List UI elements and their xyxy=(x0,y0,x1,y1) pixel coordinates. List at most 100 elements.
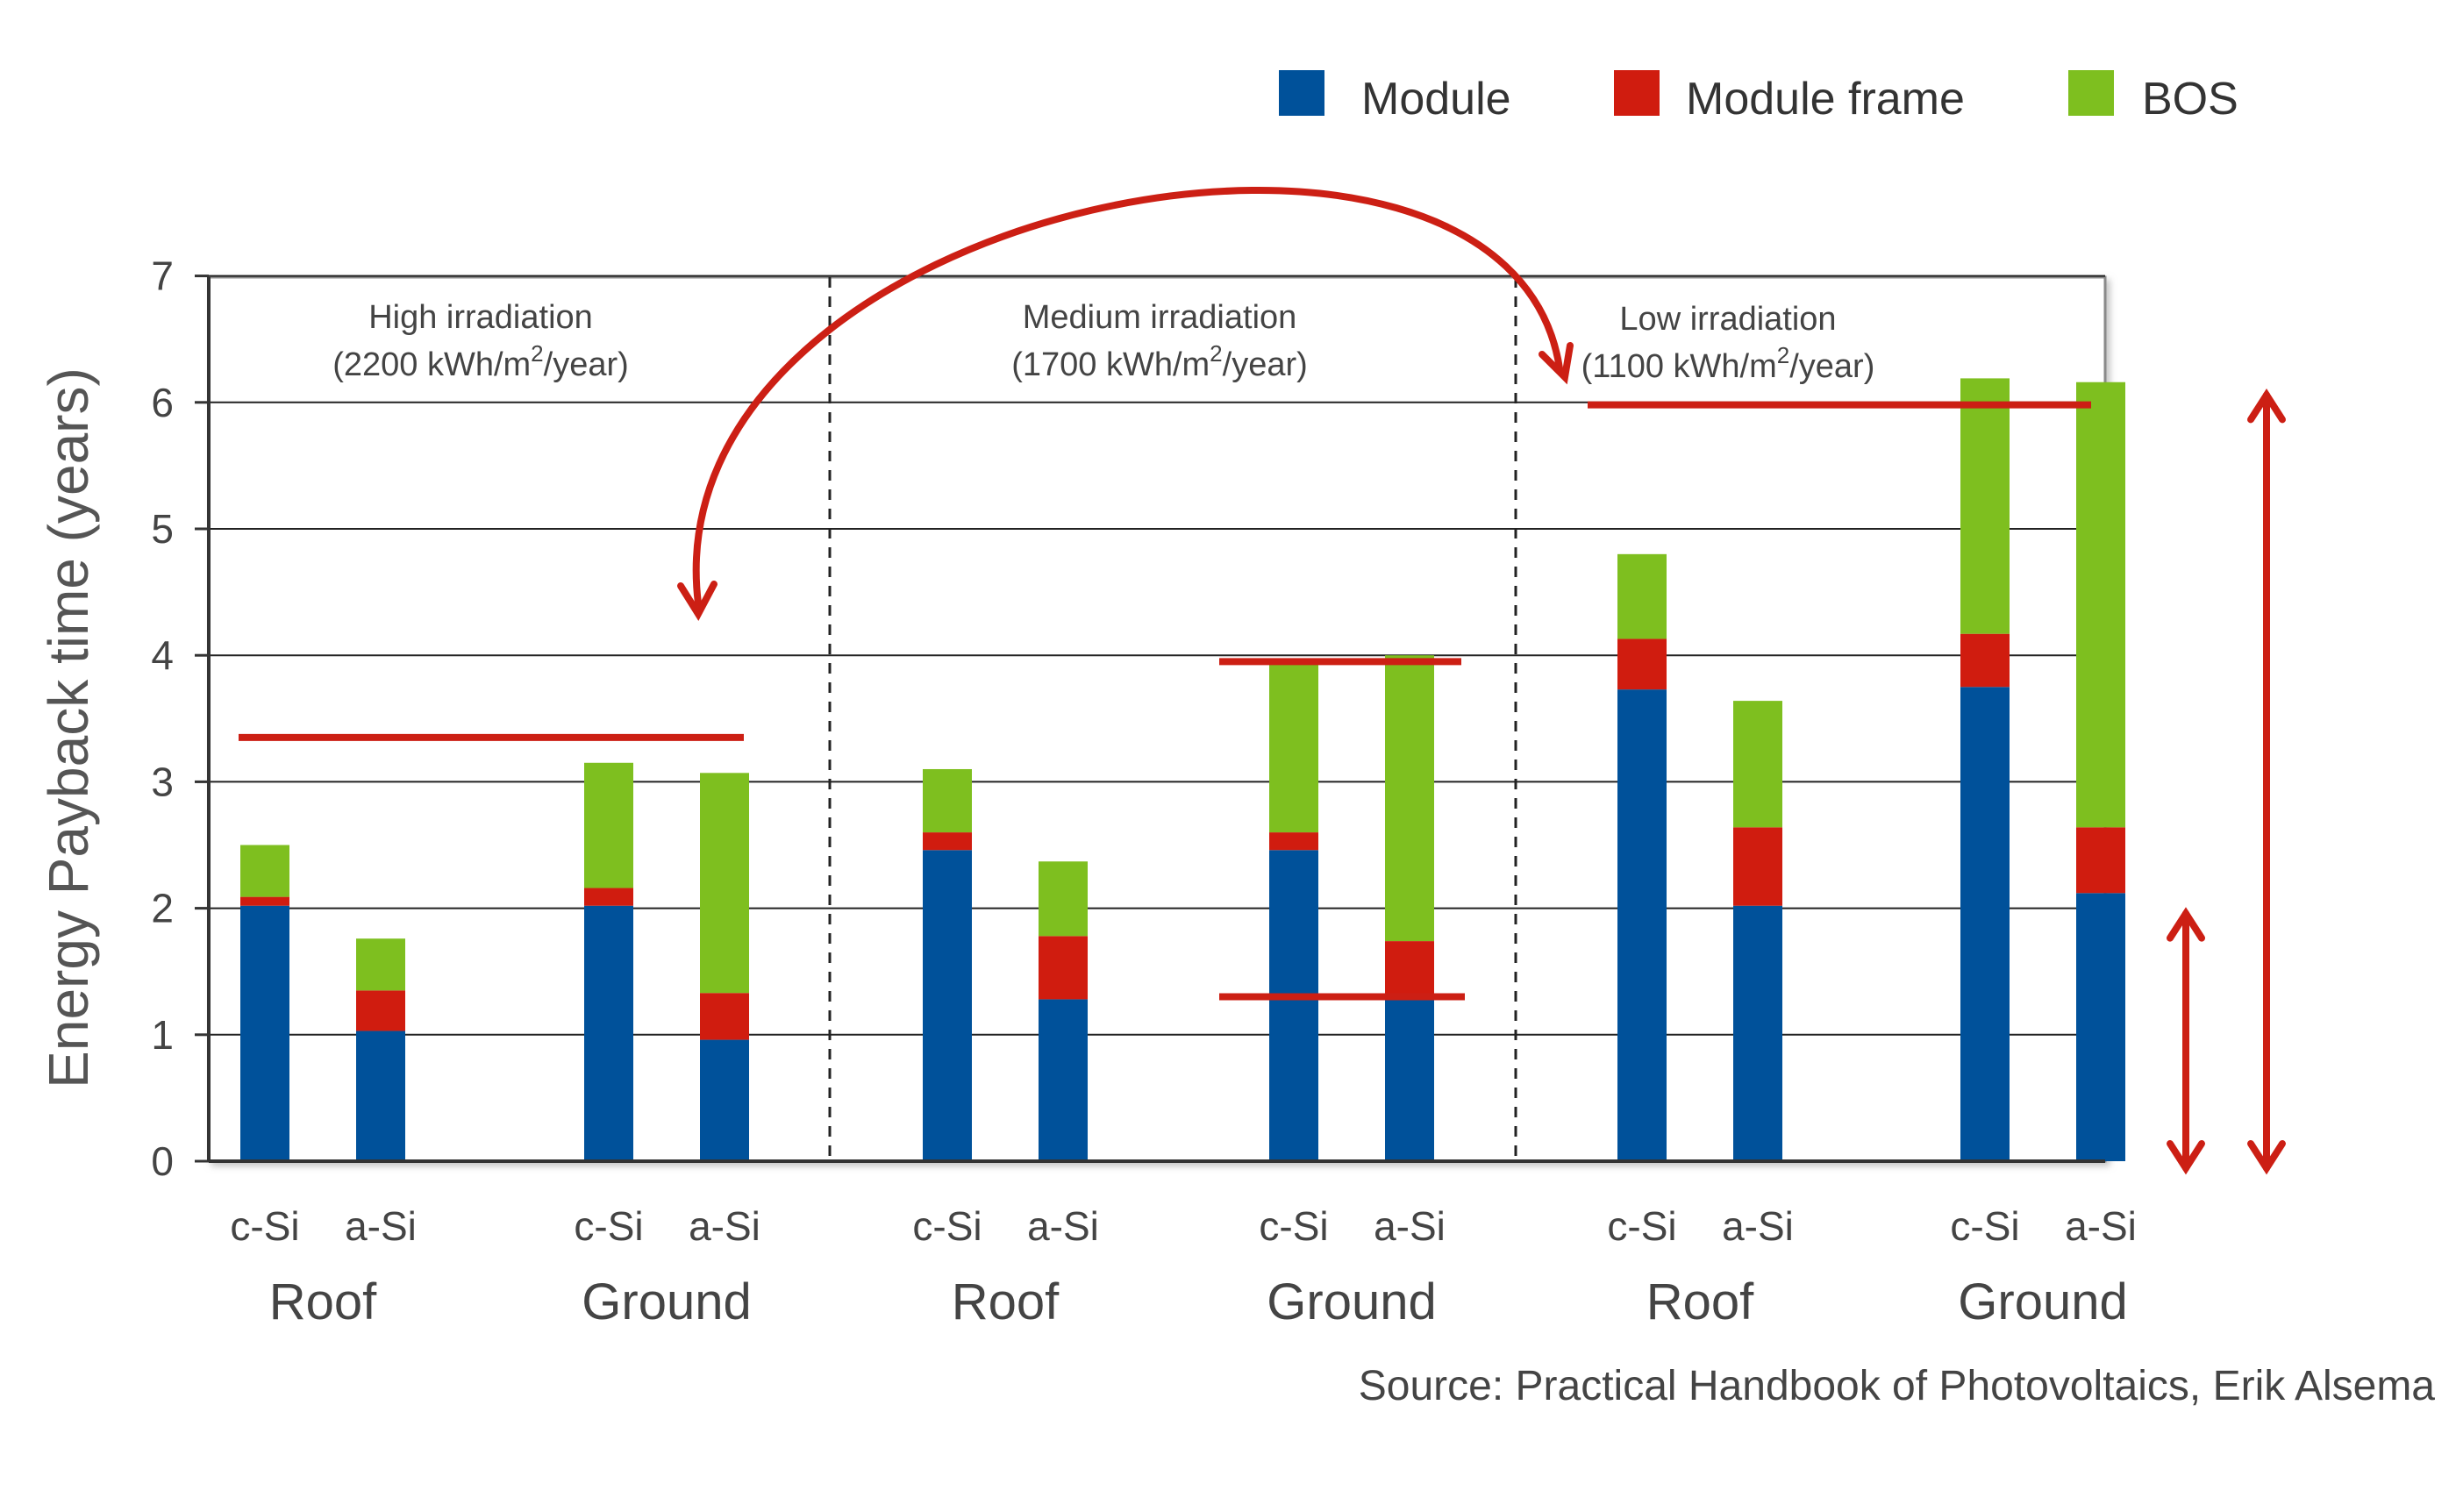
bar-segment-bos xyxy=(356,938,405,991)
bar-medium-irradiation-ground-c-si xyxy=(1269,661,1318,1161)
category-label: a-Si xyxy=(1027,1203,1099,1249)
category-label: c-Si xyxy=(1607,1203,1676,1249)
bar-segment-bos xyxy=(240,845,289,897)
category-label: c-Si xyxy=(1950,1203,2019,1249)
bar-segment-bos xyxy=(584,762,633,888)
double-arrow xyxy=(2247,388,2286,1175)
region-label-medium: Medium irradiation xyxy=(1023,299,1297,336)
y-tick-label-7: 7 xyxy=(151,253,174,299)
category-label: c-Si xyxy=(1259,1203,1328,1249)
bar-segment-bos xyxy=(2076,382,2125,828)
region-label-low: Low irradiation xyxy=(1619,301,1836,338)
bar-segment-module xyxy=(923,850,972,1161)
bar-segment-module-frame xyxy=(584,888,633,906)
bar-low-irradiation-ground-c-si xyxy=(1960,378,2010,1161)
y-ticks: 0 1 2 3 4 5 6 7 xyxy=(151,253,209,1184)
bar-medium-irradiation-roof-a-si xyxy=(1039,861,1088,1161)
group-label-ground: Ground xyxy=(582,1273,751,1330)
bar-segment-module-frame xyxy=(923,832,972,851)
region-labels: High irradiation (2200 kWh/m2/year) Medi… xyxy=(332,299,1874,385)
bar-segment-module-frame xyxy=(1385,941,1434,1000)
category-label: a-Si xyxy=(1722,1203,1794,1249)
plot-area xyxy=(207,275,2107,1163)
bar-medium-irradiation-roof-c-si xyxy=(923,768,972,1161)
group-label-roof: Roof xyxy=(952,1273,1060,1330)
curved-arrow-path xyxy=(692,187,1563,607)
category-label: c-Si xyxy=(912,1203,982,1249)
category-label: a-Si xyxy=(345,1203,417,1249)
region-sub-low: (1100 kWh/m2/year) xyxy=(1581,342,1875,385)
group-label-roof: Roof xyxy=(1646,1273,1754,1330)
region-label-high: High irradiation xyxy=(368,299,593,336)
y-tick-label-2: 2 xyxy=(151,886,174,931)
bar-medium-irradiation-ground-a-si xyxy=(1385,655,1434,1161)
category-label: a-Si xyxy=(2065,1203,2137,1249)
source-note: Source: Practical Handbook of Photovolta… xyxy=(1359,1363,2436,1409)
bar-segment-module xyxy=(1960,687,2010,1161)
region-sub-medium-sup: 2 xyxy=(1210,340,1222,367)
bar-low-irradiation-roof-c-si xyxy=(1617,553,1667,1161)
region-sub-low-pre: (1100 kWh/m xyxy=(1581,348,1777,385)
double-arrow-head-top xyxy=(2247,388,2286,424)
y-tick-label-6: 6 xyxy=(151,380,174,425)
category-label: c-Si xyxy=(574,1203,643,1249)
bar-segment-bos xyxy=(700,773,749,994)
y-tick-label-5: 5 xyxy=(151,506,174,552)
region-sub-high-post: /year) xyxy=(544,346,629,383)
bar-segment-module xyxy=(240,905,289,1161)
bar-low-irradiation-roof-a-si xyxy=(1733,701,1782,1161)
bar-segment-module-frame xyxy=(1617,638,1667,690)
legend-item-module: Module xyxy=(1279,70,1511,125)
bar-segment-module-frame xyxy=(240,896,289,906)
curved-arrow-head-right xyxy=(1539,342,1574,385)
region-sub-low-sup: 2 xyxy=(1777,342,1789,368)
double-arrow xyxy=(2167,907,2205,1175)
bar-high-irradiation-ground-c-si xyxy=(584,762,633,1161)
legend-label-module-frame: Module frame xyxy=(1686,74,1965,125)
region-sub-high-pre: (2200 kWh/m xyxy=(332,346,531,383)
region-sub-high-sup: 2 xyxy=(531,340,543,367)
bar-segment-bos xyxy=(1960,378,2010,634)
bar-segment-module xyxy=(584,905,633,1161)
bar-segment-bos xyxy=(1039,861,1088,937)
y-tick-label-1: 1 xyxy=(151,1012,174,1058)
annotations xyxy=(239,388,2286,1175)
curved-arrow-head-left xyxy=(677,581,718,622)
bar-segment-module xyxy=(356,1031,405,1161)
double-arrow-head-top xyxy=(2167,907,2205,942)
bar-high-irradiation-roof-a-si xyxy=(356,938,405,1161)
bar-segment-module-frame xyxy=(1039,936,1088,1000)
y-axis-title: Energy Payback time (years) xyxy=(37,367,100,1088)
bar-segment-module-frame xyxy=(1960,633,2010,688)
region-sub-medium: (1700 kWh/m2/year) xyxy=(1011,340,1308,383)
group-label-ground: Ground xyxy=(1267,1273,1436,1330)
bar-segment-module-frame xyxy=(356,990,405,1031)
bar-segment-module xyxy=(2076,893,2125,1161)
region-sub-high: (2200 kWh/m2/year) xyxy=(332,340,629,383)
group-label-roof: Roof xyxy=(269,1273,377,1330)
gridlines xyxy=(209,275,2105,1036)
legend-item-module-frame: Module frame xyxy=(1614,70,1965,125)
bar-segment-bos xyxy=(1269,661,1318,833)
legend-swatch-bos xyxy=(2068,70,2114,116)
bar-segment-module xyxy=(1269,850,1318,1161)
bars xyxy=(240,378,2125,1161)
bar-segment-module xyxy=(1617,689,1667,1161)
y-tick-label-4: 4 xyxy=(151,632,174,678)
y-tick-label-3: 3 xyxy=(151,759,174,804)
legend-label-bos: BOS xyxy=(2142,74,2238,125)
bar-segment-module-frame xyxy=(1733,827,1782,906)
bar-segment-module xyxy=(1385,999,1434,1161)
legend-swatch-module-frame xyxy=(1614,70,1660,116)
y-tick-label-0: 0 xyxy=(151,1138,174,1184)
group-labels: Roof Ground Roof Ground Roof Ground xyxy=(269,1273,2128,1330)
region-sub-low-post: /year) xyxy=(1789,348,1874,385)
legend-label-module: Module xyxy=(1361,74,1511,125)
bar-low-irradiation-ground-a-si xyxy=(2076,382,2125,1161)
double-arrow-head-bottom xyxy=(2167,1140,2205,1175)
bar-segment-module-frame xyxy=(1269,832,1318,851)
bar-high-irradiation-roof-c-si xyxy=(240,845,289,1161)
bar-segment-bos xyxy=(923,768,972,833)
region-dividers xyxy=(828,277,1517,1161)
